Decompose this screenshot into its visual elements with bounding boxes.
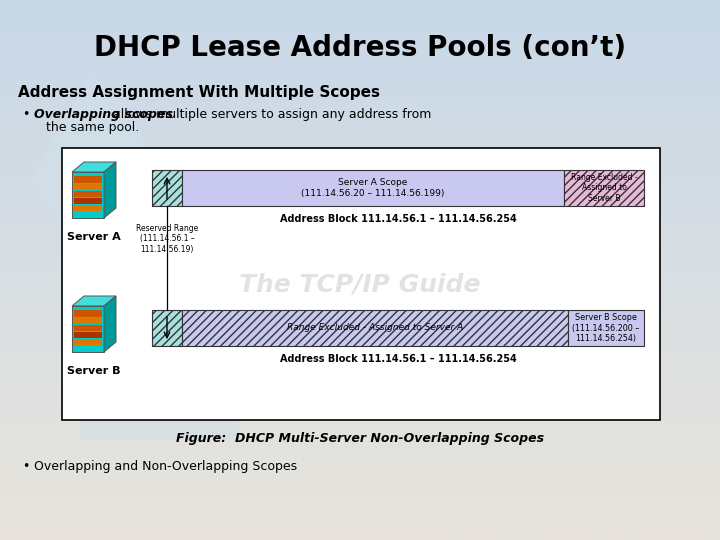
FancyBboxPatch shape: [74, 332, 102, 338]
Text: DHCP Lease Address Pools (con’t): DHCP Lease Address Pools (con’t): [94, 34, 626, 62]
Wedge shape: [80, 280, 240, 440]
Wedge shape: [30, 76, 150, 284]
Text: The TCP/IP Guide: The TCP/IP Guide: [239, 273, 481, 297]
FancyBboxPatch shape: [74, 205, 102, 211]
FancyBboxPatch shape: [564, 170, 644, 206]
FancyBboxPatch shape: [182, 170, 564, 206]
FancyBboxPatch shape: [152, 310, 182, 346]
Polygon shape: [72, 296, 116, 306]
Text: Figure:  DHCP Multi-Server Non-Overlapping Scopes: Figure: DHCP Multi-Server Non-Overlappin…: [176, 432, 544, 445]
FancyBboxPatch shape: [74, 184, 102, 190]
Text: Address Block 111.14.56.1 – 111.14.56.254: Address Block 111.14.56.1 – 111.14.56.25…: [279, 214, 516, 224]
FancyBboxPatch shape: [182, 310, 568, 346]
FancyBboxPatch shape: [152, 170, 182, 206]
Text: Address Block 111.14.56.1 – 111.14.56.254: Address Block 111.14.56.1 – 111.14.56.25…: [279, 354, 516, 364]
Text: •: •: [22, 108, 30, 121]
FancyBboxPatch shape: [74, 318, 102, 324]
FancyBboxPatch shape: [568, 310, 644, 346]
FancyBboxPatch shape: [74, 310, 102, 317]
Text: the same pool.: the same pool.: [46, 121, 139, 134]
Text: Overlapping scopes: Overlapping scopes: [34, 108, 173, 121]
Polygon shape: [104, 162, 116, 218]
FancyBboxPatch shape: [74, 176, 102, 183]
FancyBboxPatch shape: [72, 306, 104, 352]
Text: Reserved Range
(111.14.56.1 –
111.14.56.19): Reserved Range (111.14.56.1 – 111.14.56.…: [136, 224, 198, 254]
FancyBboxPatch shape: [74, 191, 102, 197]
FancyBboxPatch shape: [74, 325, 102, 331]
Text: •: •: [22, 460, 30, 473]
Text: Server A Scope
(111.14.56.20 – 111.14.56.199): Server A Scope (111.14.56.20 – 111.14.56…: [301, 178, 445, 198]
Polygon shape: [104, 296, 116, 352]
Text: Range Excluded - Assigned to Server A: Range Excluded - Assigned to Server A: [287, 323, 463, 333]
FancyBboxPatch shape: [72, 172, 104, 218]
Text: Server B Scope
(111.14.56.200 –
111.14.56.254): Server B Scope (111.14.56.200 – 111.14.5…: [572, 313, 639, 343]
Text: Overlapping and Non-Overlapping Scopes: Overlapping and Non-Overlapping Scopes: [34, 460, 297, 473]
Wedge shape: [60, 220, 260, 420]
FancyBboxPatch shape: [62, 148, 660, 420]
Text: Server B: Server B: [67, 366, 121, 376]
Polygon shape: [72, 162, 116, 172]
FancyBboxPatch shape: [74, 339, 102, 345]
Text: Address Assignment With Multiple Scopes: Address Assignment With Multiple Scopes: [18, 84, 380, 99]
Text: Range Excluded -
Assigned to
Server B: Range Excluded - Assigned to Server B: [571, 173, 637, 203]
FancyBboxPatch shape: [74, 198, 102, 204]
Text: Server A: Server A: [67, 232, 121, 242]
Text: allows multiple servers to assign any address from: allows multiple servers to assign any ad…: [109, 108, 431, 121]
